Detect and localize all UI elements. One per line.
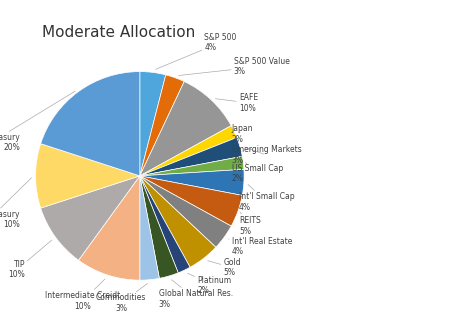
Text: S&P 500
4%: S&P 500 4% <box>156 33 237 69</box>
Wedge shape <box>140 137 242 176</box>
Wedge shape <box>36 144 140 208</box>
Text: US Small Cap
2%: US Small Cap 2% <box>232 162 283 184</box>
Text: Int'l Real Estate
4%: Int'l Real Estate 4% <box>228 237 292 257</box>
Wedge shape <box>41 176 140 260</box>
Text: TIP
10%: TIP 10% <box>9 240 52 279</box>
Text: Global Natural Res.
3%: Global Natural Res. 3% <box>159 280 233 309</box>
Text: Commodities
3%: Commodities 3% <box>96 283 147 313</box>
Wedge shape <box>140 176 190 273</box>
Wedge shape <box>140 176 178 278</box>
Text: Platinum
2%: Platinum 2% <box>188 273 231 295</box>
Text: Gold
5%: Gold 5% <box>208 258 241 277</box>
Text: Int'l Small Cap
4%: Int'l Small Cap 4% <box>239 185 294 212</box>
Title: Moderate Allocation: Moderate Allocation <box>42 25 196 40</box>
Wedge shape <box>79 176 140 280</box>
Text: Japan
2%: Japan 2% <box>232 125 253 144</box>
Wedge shape <box>140 169 244 195</box>
Text: Emerging Markets
3%: Emerging Markets 3% <box>232 145 301 165</box>
Text: 7-10 Yr Treasury
10%: 7-10 Yr Treasury 10% <box>0 178 31 229</box>
Wedge shape <box>41 72 140 176</box>
Wedge shape <box>140 176 242 226</box>
Text: S&P 500 Value
3%: S&P 500 Value 3% <box>179 57 290 76</box>
Wedge shape <box>140 176 159 280</box>
Wedge shape <box>140 176 216 267</box>
Text: REITS
5%: REITS 5% <box>239 212 261 236</box>
Text: 3-7 Yr Treasury
20%: 3-7 Yr Treasury 20% <box>0 91 75 152</box>
Wedge shape <box>140 81 231 176</box>
Wedge shape <box>140 156 244 176</box>
Wedge shape <box>140 126 237 176</box>
Text: EAFE
10%: EAFE 10% <box>215 93 258 113</box>
Wedge shape <box>140 176 231 247</box>
Wedge shape <box>140 72 166 176</box>
Text: Intermediate Creidt
10%: Intermediate Creidt 10% <box>45 279 120 311</box>
Wedge shape <box>140 75 184 176</box>
